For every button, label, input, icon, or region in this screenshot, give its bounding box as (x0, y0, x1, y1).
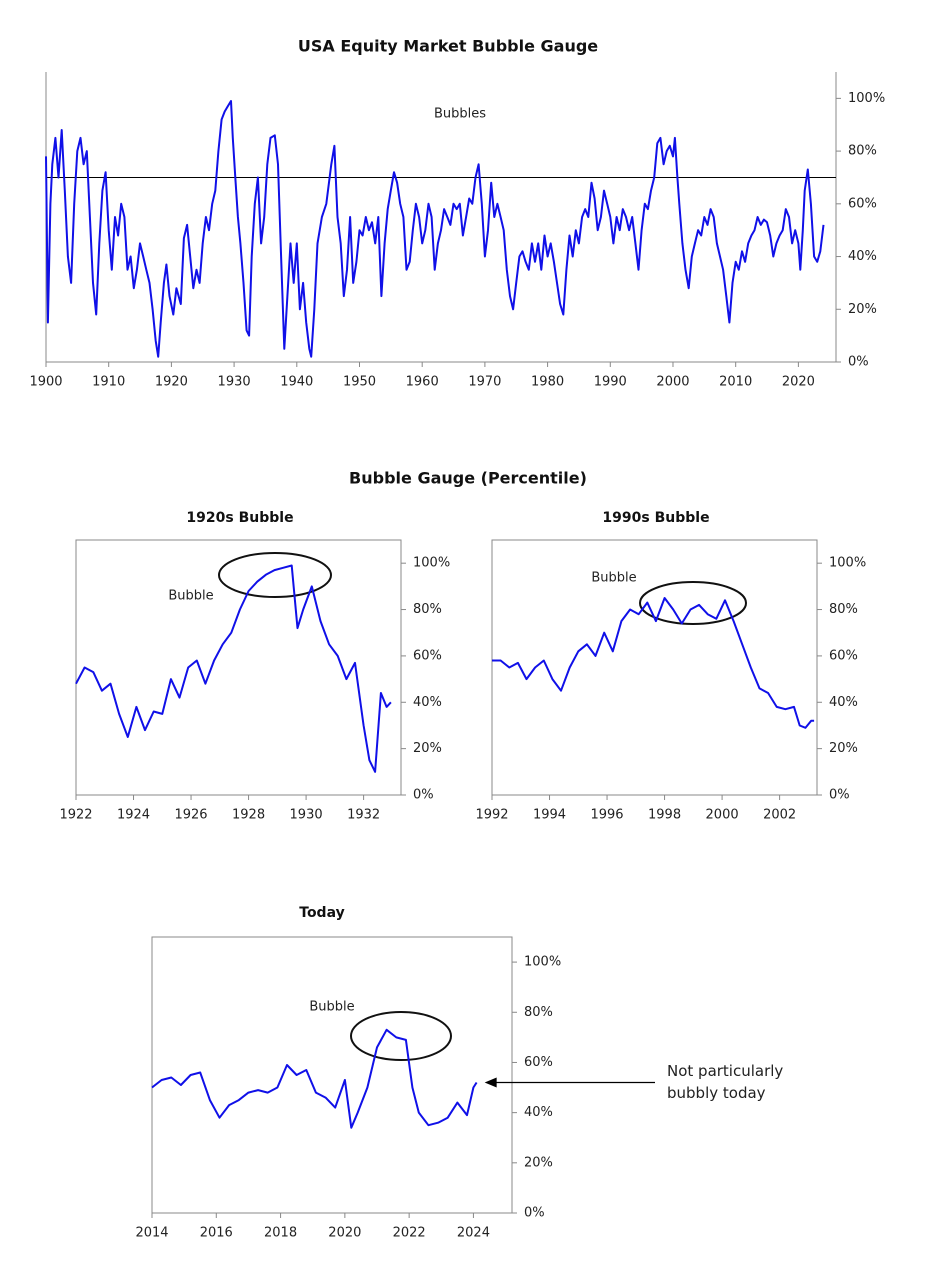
data-line (45, 100, 825, 358)
x-tick-label: 1922 (59, 808, 92, 823)
x-tick-label: 2020 (328, 1226, 361, 1241)
chart-title: 1990s Bubble (602, 510, 709, 526)
y-tick-label: 60% (413, 648, 442, 663)
data-line (75, 564, 392, 773)
x-tick-label: 1932 (347, 808, 380, 823)
y-tick-label: 100% (829, 556, 866, 571)
highlight-ellipse (350, 1011, 452, 1061)
x-tick-label: 1930 (218, 375, 251, 390)
y-tick-label: 0% (524, 1206, 545, 1221)
highlight-ellipse (218, 552, 332, 598)
arrow-head (484, 1077, 497, 1088)
x-tick-label: 1994 (533, 808, 566, 823)
y-tick-label: 100% (413, 556, 450, 571)
x-tick-label: 2016 (200, 1226, 233, 1241)
x-tick-label: 2000 (706, 808, 739, 823)
annotation: Bubble (309, 1000, 354, 1015)
x-tick-label: 1928 (232, 808, 265, 823)
x-tick-label: 2020 (782, 375, 815, 390)
annotation: Bubble (591, 571, 636, 586)
plot-frame (75, 539, 402, 796)
y-tick-label: 0% (413, 788, 434, 803)
chart-title: Today (299, 905, 344, 921)
y-tick-label: 60% (524, 1055, 553, 1070)
x-tick-label: 2022 (393, 1226, 426, 1241)
y-tick-label: 40% (829, 695, 858, 710)
annotation: Bubble (168, 589, 213, 604)
y-tick-label: 40% (524, 1105, 553, 1120)
x-tick-label: 1998 (648, 808, 681, 823)
x-tick-label: 1992 (475, 808, 508, 823)
chart-title: 1920s Bubble (186, 510, 293, 526)
x-tick-label: 1926 (174, 808, 207, 823)
y-tick-label: 100% (524, 955, 561, 970)
x-tick-label: 2024 (457, 1226, 490, 1241)
data-line (151, 1028, 478, 1129)
highlight-ellipse (639, 581, 747, 625)
y-tick-label: 80% (829, 602, 858, 617)
y-tick-label: 40% (413, 695, 442, 710)
chart-title: USA Equity Market Bubble Gauge (298, 37, 598, 56)
x-tick-label: 1930 (290, 808, 323, 823)
y-tick-label: 60% (848, 196, 877, 211)
heading: Bubble Gauge (Percentile) (349, 469, 587, 488)
y-tick-label: 20% (524, 1155, 553, 1170)
x-tick-label: 2010 (719, 375, 752, 390)
y-tick-label: 80% (524, 1005, 553, 1020)
x-tick-label: 1996 (590, 808, 623, 823)
x-tick-label: 2000 (656, 375, 689, 390)
y-tick-label: 100% (848, 91, 885, 106)
x-tick-label: 1950 (343, 375, 376, 390)
x-tick-label: 2014 (135, 1226, 168, 1241)
x-tick-label: 1900 (29, 375, 62, 390)
x-tick-label: 1970 (468, 375, 501, 390)
x-tick-label: 1910 (92, 375, 125, 390)
y-tick-label: 60% (829, 648, 858, 663)
y-tick-label: 20% (829, 741, 858, 756)
plot-frame (151, 936, 513, 1214)
plot-frame (491, 539, 818, 796)
y-tick-label: 80% (848, 144, 877, 159)
x-tick-label: 1990 (594, 375, 627, 390)
x-tick-label: 2018 (264, 1226, 297, 1241)
x-tick-label: 1940 (280, 375, 313, 390)
x-tick-label: 1980 (531, 375, 564, 390)
y-tick-label: 0% (829, 788, 850, 803)
y-tick-label: 0% (848, 355, 869, 370)
callout: Not particularly bubbly today (667, 1062, 784, 1102)
y-tick-label: 20% (848, 302, 877, 317)
annotation: Bubbles (434, 107, 486, 122)
y-tick-label: 20% (413, 741, 442, 756)
y-tick-label: 80% (413, 602, 442, 617)
y-tick-label: 40% (848, 249, 877, 264)
x-tick-label: 1920 (155, 375, 188, 390)
x-tick-label: 2002 (763, 808, 796, 823)
data-line (492, 597, 815, 729)
x-tick-label: 1924 (117, 808, 150, 823)
x-tick-label: 1960 (406, 375, 439, 390)
